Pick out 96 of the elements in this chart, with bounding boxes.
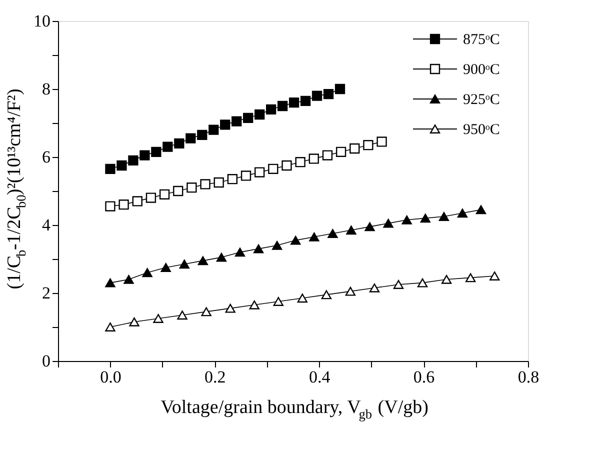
point [132, 196, 142, 206]
point [295, 157, 306, 168]
legend-label: 950ᵒC [463, 122, 500, 138]
point [417, 278, 428, 288]
point [142, 268, 152, 278]
point [346, 226, 356, 235]
point [232, 116, 242, 126]
point [200, 179, 210, 190]
point [234, 248, 246, 257]
point [198, 256, 208, 266]
point [321, 290, 332, 300]
point [328, 229, 338, 238]
point [268, 164, 278, 174]
legend-label: 900ᵒC [463, 62, 500, 78]
point [254, 167, 265, 178]
point [288, 98, 300, 108]
point [225, 304, 236, 313]
point [105, 322, 116, 332]
legend-label: 925ᵒC [463, 92, 500, 108]
point [243, 112, 254, 123]
point [465, 273, 476, 282]
y-tick-label: 8 [42, 80, 50, 98]
point [253, 244, 264, 254]
point [240, 170, 252, 181]
point [174, 138, 184, 148]
y-axis-title: (1/Cb-1/2Cb0)²(10¹³cm⁴/F²) [4, 88, 29, 290]
point [363, 140, 374, 150]
point [214, 177, 224, 188]
point [249, 300, 260, 310]
point [336, 146, 346, 157]
point [153, 314, 164, 323]
point [186, 133, 196, 144]
point [441, 274, 452, 284]
point [105, 164, 116, 174]
point [201, 307, 212, 316]
point [105, 278, 116, 288]
point [312, 90, 322, 101]
point [159, 189, 170, 200]
point [273, 297, 284, 306]
point [438, 212, 449, 221]
point [197, 130, 208, 140]
point [277, 100, 288, 112]
point [227, 174, 238, 184]
point [476, 205, 486, 214]
y-tick-label: 10 [34, 12, 50, 30]
point [208, 124, 219, 135]
point [128, 155, 138, 166]
point [105, 201, 116, 212]
point [162, 142, 173, 152]
point [186, 182, 197, 193]
point [334, 84, 346, 94]
point [309, 232, 320, 242]
point [420, 214, 430, 223]
point [118, 200, 129, 210]
point [369, 283, 380, 292]
point [179, 260, 190, 269]
point [254, 109, 265, 120]
y-tick-label: 6 [42, 148, 50, 166]
point [124, 274, 134, 284]
point [323, 89, 334, 100]
point [272, 240, 282, 250]
point [297, 294, 308, 303]
point [345, 286, 356, 296]
point [140, 150, 150, 160]
point [151, 146, 162, 157]
point [129, 317, 140, 326]
y-tick-label: 4 [42, 216, 51, 234]
point [282, 160, 292, 171]
point [308, 154, 319, 164]
point [173, 186, 184, 196]
point [220, 120, 230, 130]
point [322, 150, 333, 160]
point [490, 272, 500, 280]
point [457, 208, 468, 218]
x-tick-label: 0.6 [413, 368, 435, 386]
x-tick-label: 0.8 [518, 368, 540, 386]
x-tick-label: 0.4 [308, 368, 331, 386]
y-tick-label: 0 [42, 352, 50, 370]
point [177, 310, 188, 320]
y-tick-label: 2 [42, 284, 50, 302]
point [376, 136, 387, 147]
point [364, 222, 375, 232]
point [402, 215, 412, 224]
x-tick-label: 0.2 [204, 368, 226, 386]
point [393, 280, 404, 289]
point [266, 104, 276, 114]
legend-label: 875ᵒC [463, 32, 500, 48]
point [300, 96, 311, 106]
point [146, 192, 156, 203]
point [116, 160, 127, 171]
point [290, 236, 301, 245]
point [216, 252, 227, 262]
x-tick-label: 0.0 [100, 368, 122, 386]
point [383, 218, 394, 228]
point [160, 263, 171, 272]
point [350, 143, 360, 154]
